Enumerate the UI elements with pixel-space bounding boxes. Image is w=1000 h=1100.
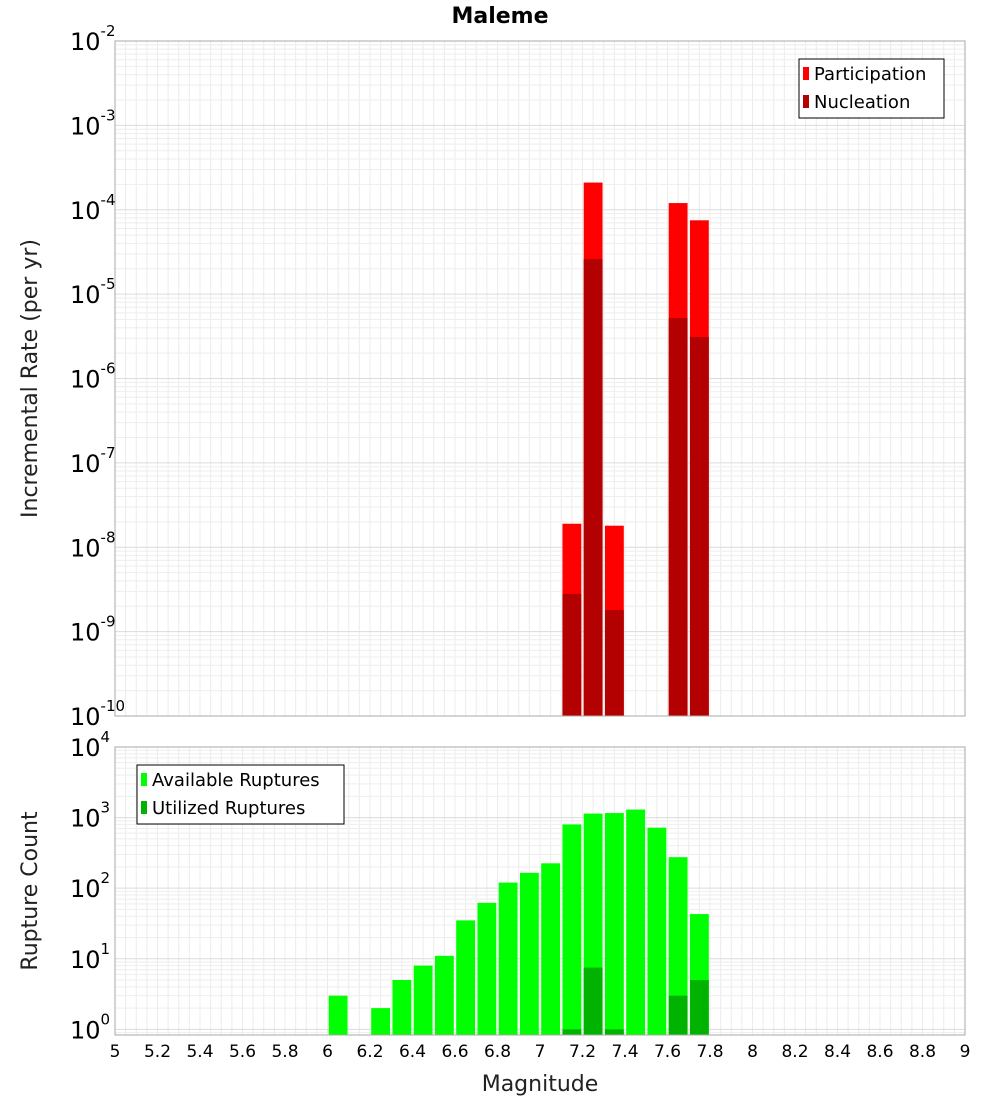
x-tick-label: 6.8 [484, 1042, 511, 1062]
panel-1: 100 101 102 103 104 Rupture Count Available Ru… [18, 728, 966, 1044]
bar-secondary [562, 1029, 582, 1035]
x-tick-label: 8.6 [866, 1042, 893, 1062]
x-tick-label: 6.2 [356, 1042, 383, 1062]
y-tick-label: 10-6 [70, 360, 116, 394]
y-tick-label: 10-9 [70, 613, 116, 647]
y-tick-label: 10-7 [70, 444, 116, 478]
bar-primary [477, 902, 497, 1035]
legend [136, 764, 345, 825]
x-axis-label: Magnitude [482, 1072, 599, 1097]
x-tick-label: 5.6 [229, 1042, 256, 1062]
bar-secondary [583, 259, 603, 716]
bar-primary [562, 824, 582, 1035]
legend-swatch [141, 801, 147, 814]
bar-primary [498, 882, 518, 1035]
y-tick-label: 10-10 [70, 697, 125, 731]
bar-primary [456, 920, 476, 1035]
bar-primary [541, 863, 561, 1035]
x-tick-label: 5.4 [186, 1042, 213, 1062]
bar-primary [668, 857, 688, 1035]
bar-secondary [562, 593, 582, 716]
x-tick-label: 8.2 [781, 1042, 808, 1062]
y-tick-label: 10-8 [70, 528, 116, 562]
bar-primary [413, 965, 433, 1035]
legend [798, 58, 945, 119]
x-tick-label: 7.2 [569, 1042, 596, 1062]
plot-frame [114, 746, 966, 1036]
bar-secondary [668, 318, 688, 716]
bar-secondary [668, 995, 688, 1035]
x-tick-label: 6 [322, 1042, 333, 1062]
bar-secondary [604, 1029, 624, 1035]
y-tick-label: 101 [70, 940, 110, 974]
bar-secondary [689, 980, 709, 1035]
x-tick-label: 8 [747, 1042, 758, 1062]
bar-primary [604, 813, 624, 1035]
y-tick-label: 100 [70, 1010, 110, 1044]
bar-secondary [689, 337, 709, 716]
x-tick-label: 5.8 [271, 1042, 298, 1062]
x-tick-label: 9 [960, 1042, 971, 1062]
x-tick-label: 8.4 [824, 1042, 851, 1062]
legend-swatch [803, 95, 809, 108]
bar-primary [371, 1008, 391, 1035]
y-axis-label: Rupture Count [18, 811, 43, 971]
y-tick-label: 103 [70, 799, 110, 833]
bar-secondary [604, 610, 624, 716]
bar-primary [626, 809, 646, 1035]
x-tick-label: 7.6 [654, 1042, 681, 1062]
y-axis-label: Incremental Rate (per yr) [18, 239, 43, 518]
x-tick-label: 6.4 [399, 1042, 426, 1062]
bar-primary [328, 995, 348, 1035]
y-tick-label: 10-2 [70, 22, 116, 56]
legend-label: Utilized Ruptures [152, 798, 305, 819]
panel-0: 10-10 10-9 10-8 10-7 10-6 10-5 10-4 10-3 10-2 Inc… [18, 22, 966, 731]
x-tick-label: 5 [110, 1042, 121, 1062]
y-tick-label: 10-3 [70, 106, 116, 140]
bar-primary [647, 827, 667, 1035]
legend-label: Nucleation [814, 92, 910, 113]
legend-label: Available Ruptures [152, 770, 320, 791]
x-tick-label: 7 [535, 1042, 546, 1062]
x-tick-label: 7.8 [696, 1042, 723, 1062]
y-tick-label: 104 [70, 728, 110, 762]
chart-title: Maleme [451, 4, 548, 29]
y-tick-label: 102 [70, 869, 110, 903]
legend-swatch [803, 67, 809, 80]
y-tick-label: 10-4 [70, 191, 116, 225]
bar-secondary [583, 967, 603, 1035]
y-tick-label: 10-5 [70, 275, 116, 309]
x-tick-label: 5.2 [144, 1042, 171, 1062]
x-tick-label: 6.6 [441, 1042, 468, 1062]
legend-label: Participation [814, 64, 926, 85]
bar-primary [519, 872, 539, 1035]
bar-primary [392, 980, 412, 1035]
x-tick-label: 8.8 [909, 1042, 936, 1062]
legend-swatch [141, 773, 147, 786]
x-tick-label: 7.4 [611, 1042, 638, 1062]
bar-primary [434, 955, 454, 1035]
plot-frame [114, 40, 966, 717]
